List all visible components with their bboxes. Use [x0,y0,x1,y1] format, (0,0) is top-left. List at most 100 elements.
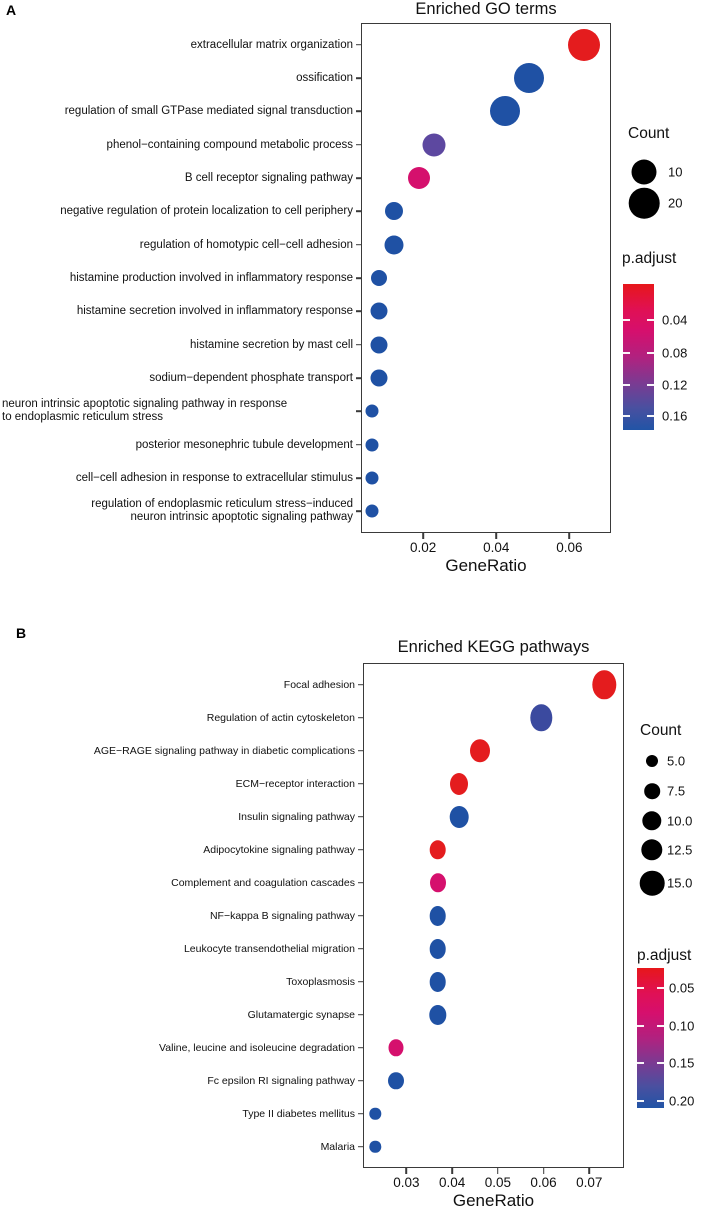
y-tick-mark [356,43,361,46]
x-tick-label: 0.06 [556,540,583,555]
data-point [369,1140,382,1153]
data-point [429,839,446,860]
x-tick-mark [588,1168,591,1174]
term-label: regulation of homotypic cell−cell adhesi… [139,238,353,251]
padjust-tick-label: 0.20 [669,1093,695,1109]
data-point [365,504,379,518]
term-label: Toxoplasmosis [286,975,355,988]
y-tick-mark [356,377,361,379]
colorbar-tick-right [647,319,654,321]
data-point [387,1071,404,1090]
data-point [592,669,617,700]
y-tick-mark [358,716,363,719]
colorbar-tick-right [647,384,654,386]
term-label: histamine production involved in inflamm… [69,272,353,284]
colorbar-tick-right [647,352,654,354]
term-label: Leukocyte transendothelial migration [183,942,355,955]
y-tick-mark [358,947,363,950]
data-point [370,336,388,354]
padjust-tick-label: 0.15 [669,1055,695,1071]
count-legend-dot [639,870,665,896]
colorbar-tick-right [657,987,664,989]
data-point [490,96,521,127]
y-tick-mark [358,1046,363,1049]
y-tick-mark [356,143,361,146]
colorbar-tick-right [647,415,654,417]
panel-a-letter: A [6,2,17,18]
panel-b-x-axis-title: GeneRatio [452,1191,535,1210]
y-tick-mark [358,881,363,884]
data-point [429,938,446,959]
term-label: extracellular matrix organization [190,38,353,51]
term-label: Valine, leucine and isoleucine degradati… [159,1041,355,1054]
padjust-legend-title: p.adjust [622,250,677,267]
y-tick-mark [358,1145,363,1148]
y-tick-mark [356,243,361,246]
y-tick-mark [356,443,361,446]
term-label: Adipocytokine signaling pathway [203,843,355,856]
colorbar-tick-left [637,1062,644,1064]
y-tick-mark [358,782,363,785]
y-tick-mark [358,815,363,818]
term-label: Complement and coagulation cascades [171,876,355,889]
term-label: AGE−RAGE signaling pathway in diabetic c… [93,744,355,757]
data-point [365,404,379,418]
y-tick-mark [358,980,363,983]
count-legend-label: 15.0 [667,875,693,891]
term-label-line: neuron intrinsic apoptotic signaling pat… [130,511,353,524]
data-point [449,805,469,828]
panel-b-title: Enriched KEGG pathways [397,638,590,656]
y-tick-mark [356,77,361,79]
term-label: ECM−receptor interaction [235,777,355,790]
padjust-tick-label: 0.12 [662,377,688,393]
y-tick-mark [356,510,361,513]
term-label: neuron intrinsic apoptotic signaling pat… [2,398,353,424]
data-point [422,133,446,157]
data-point [429,971,446,992]
term-label: NF−kappa B signaling pathway [209,909,355,922]
count-legend-label: 5.0 [667,753,686,769]
data-point [371,270,388,286]
data-point [384,202,403,221]
colorbar-tick-left [637,1025,644,1027]
panel-a-title: Enriched GO terms [415,0,557,18]
y-tick-mark [358,683,363,686]
panel-b-letter: B [16,625,27,641]
panel-a-x-axis-title: GeneRatio [445,556,527,575]
count-legend-label: 7.5 [667,783,686,799]
data-point [365,438,379,452]
data-point [514,63,545,93]
count-legend-label: 20 [668,195,683,211]
padjust-tick-label: 0.05 [669,980,695,996]
y-tick-mark [356,110,361,113]
y-tick-mark [358,749,363,752]
y-tick-mark [358,1013,363,1016]
data-point [370,369,388,387]
colorbar-tick-right [657,1025,664,1027]
padjust-colorbar [623,284,654,430]
data-point [429,872,446,893]
data-point [384,235,404,255]
count-legend-label: 10 [668,164,683,180]
colorbar-tick-left [637,1100,644,1102]
data-point [530,703,552,732]
panel-a: A Enriched GO terms 0.02 0.04 0.06 extracel… [2,0,688,575]
count-legend-dot [644,783,660,799]
data-point [567,28,600,61]
term-label: cell−cell adhesion in response to extrac… [75,472,353,484]
term-label-line: neuron intrinsic apoptotic signaling pat… [2,398,288,411]
count-legend-dot [646,755,658,767]
padjust-colorbar [637,968,664,1108]
data-point [449,772,468,795]
term-label: Fc epsilon RI signaling pathway [207,1074,355,1087]
y-tick-mark [358,848,363,851]
y-tick-mark [358,1079,363,1082]
colorbar-tick-left [623,352,630,354]
term-label: Type II diabetes mellitus [242,1107,355,1120]
count-legend-dot [631,159,657,185]
panel-a-plot-area [361,23,611,533]
y-tick-mark [358,914,363,917]
data-point [365,471,379,485]
term-label: histamine secretion involved in inflamma… [76,305,353,318]
